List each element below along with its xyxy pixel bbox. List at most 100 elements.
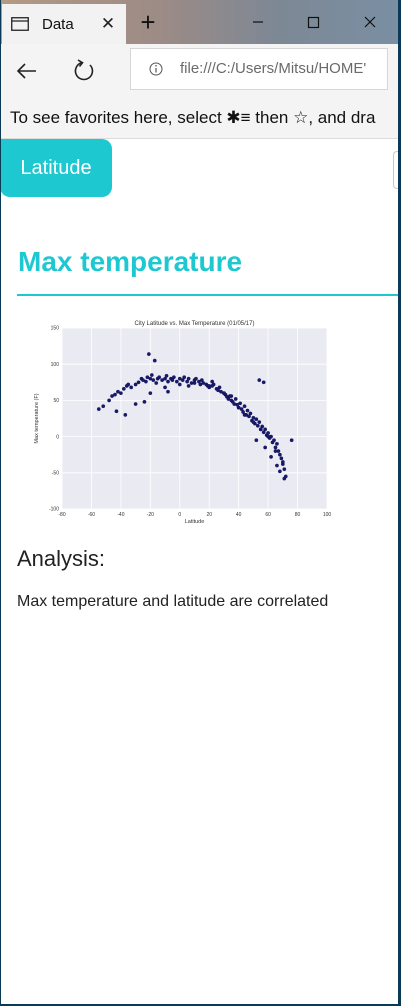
data-point: [152, 358, 157, 363]
data-point: [226, 397, 231, 401]
data-point: [129, 385, 134, 390]
data-point: [201, 381, 206, 385]
y-tick-label: 150: [51, 326, 60, 332]
new-tab-icon[interactable]: +: [140, 7, 156, 37]
data-point: [145, 375, 150, 380]
data-point: [197, 379, 201, 384]
data-point: [257, 420, 262, 424]
data-point: [207, 384, 212, 388]
x-axis-label: Latitude: [185, 519, 205, 525]
data-point: [222, 391, 226, 396]
data-point: [116, 389, 120, 394]
x-tick-label: -60: [88, 512, 95, 518]
x-tick-label: 40: [236, 512, 242, 518]
data-point: [198, 382, 203, 387]
maximize-icon[interactable]: [299, 8, 327, 36]
tab-page-icon: [11, 17, 29, 31]
info-icon[interactable]: [149, 62, 163, 76]
data-point: [282, 467, 287, 472]
data-point: [235, 402, 240, 407]
data-point: [266, 431, 270, 435]
data-point: [110, 394, 114, 398]
latitude-button[interactable]: Latitude: [1, 139, 112, 197]
data-point: [254, 417, 259, 422]
analysis-text: Max temperature and latitude are correla…: [17, 593, 329, 610]
data-point: [261, 380, 266, 385]
data-point: [163, 376, 167, 381]
address-bar[interactable]: file:///C:/Users/Mitsu/HOME': [130, 48, 388, 90]
data-point: [141, 378, 145, 382]
minimize-icon[interactable]: [244, 8, 272, 36]
data-point: [275, 441, 279, 446]
data-point: [166, 389, 170, 394]
data-point: [151, 378, 156, 382]
data-point: [144, 379, 148, 384]
data-point: [273, 449, 278, 453]
y-tick-label: 100: [51, 362, 60, 368]
data-point: [257, 378, 262, 382]
data-point: [251, 415, 256, 420]
x-tick-label: -20: [147, 512, 154, 518]
data-point: [236, 405, 241, 410]
plot-background: [62, 328, 327, 509]
data-point: [157, 375, 162, 380]
tab-close-icon[interactable]: ✕: [100, 14, 116, 33]
data-point: [119, 391, 123, 396]
tab-title: Data: [42, 16, 74, 33]
data-point: [241, 410, 245, 414]
close-icon[interactable]: [356, 8, 384, 36]
data-point: [170, 378, 175, 382]
data-point: [148, 376, 153, 381]
data-point: [258, 427, 263, 432]
data-point: [278, 469, 282, 474]
side-control-stub[interactable]: [393, 151, 398, 189]
page-content: Latitude Max temperature -80 -60 -40 -20 0 20…: [1, 139, 398, 1004]
favorites-bar: To see favorites here, select ✱≡ then ☆,…: [1, 98, 398, 139]
data-point: [107, 398, 111, 403]
browser-tab[interactable]: Data ✕: [2, 4, 126, 44]
data-point: [280, 460, 285, 464]
window-border-left: [0, 0, 1, 1006]
data-point: [177, 376, 182, 381]
data-point: [266, 434, 270, 439]
scatter-chart: -80 -60 -40 -20 0 20 40 60 80 100 150 100 50 0 -50 -100…: [34, 321, 331, 525]
data-point: [242, 404, 247, 409]
data-point: [177, 382, 182, 387]
data-point: [255, 423, 260, 428]
data-point: [186, 384, 191, 388]
data-point: [272, 438, 276, 443]
y-tick-label: 0: [56, 434, 59, 440]
data-point: [114, 409, 119, 414]
data-point: [261, 430, 266, 435]
data-point: [247, 414, 251, 419]
data-point: [289, 438, 294, 443]
back-arrow-icon[interactable]: [15, 59, 39, 83]
data-point: [172, 375, 176, 380]
data-point: [136, 380, 141, 385]
x-tick-label: 80: [295, 512, 301, 518]
data-point: [121, 386, 126, 391]
data-point: [273, 445, 278, 450]
chart-title: City Latitude vs. Max Temperature (01/05…: [135, 321, 255, 327]
data-point: [180, 378, 185, 382]
data-point: [133, 402, 138, 406]
analysis-heading: Analysis:: [17, 546, 106, 571]
y-tick-label: -50: [52, 471, 59, 477]
data-point: [278, 452, 282, 457]
data-point: [149, 373, 154, 377]
data-point: [217, 385, 222, 390]
data-point: [166, 379, 170, 384]
y-tick-label: 50: [53, 398, 59, 404]
heading-divider: [17, 294, 398, 296]
address-text[interactable]: file:///C:/Users/Mitsu/HOME': [180, 60, 367, 77]
data-point: [245, 408, 250, 413]
data-point: [238, 401, 242, 406]
data-point: [254, 438, 259, 443]
refresh-icon[interactable]: [71, 58, 97, 84]
data-point: [148, 391, 153, 396]
data-point: [123, 413, 128, 417]
y-axis-label: Max temperature (F): [34, 393, 40, 443]
data-point: [275, 463, 279, 468]
data-point: [186, 376, 191, 381]
data-point: [216, 388, 220, 393]
